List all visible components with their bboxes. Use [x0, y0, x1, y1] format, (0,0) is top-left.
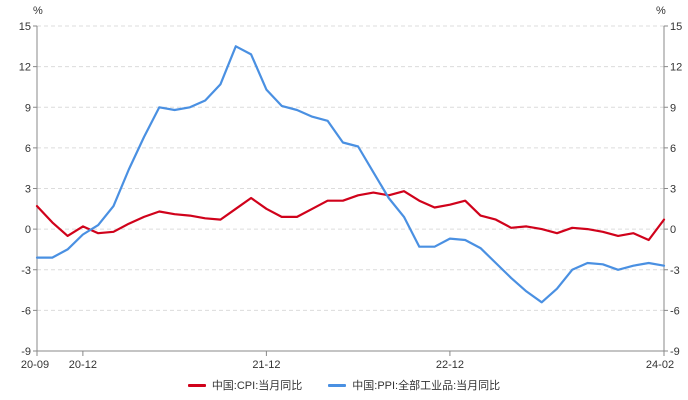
series-line-cpi	[35, 190, 666, 242]
legend-item-ppi: 中国:PPI:全部工业品:当月同比	[328, 377, 500, 393]
y-tick-label-right: 0	[670, 224, 676, 236]
legend-swatch-ppi	[328, 383, 347, 387]
y-tick-label-right: -3	[670, 265, 680, 277]
y-tick-label-left: 3	[25, 184, 31, 196]
y-tick-label-left: 6	[25, 143, 31, 155]
y-tick-label-left: 9	[25, 102, 31, 114]
x-tick-label: 22-12	[436, 359, 464, 371]
series-line-ppi	[35, 45, 666, 304]
series-lines	[35, 45, 666, 304]
x-tick-label: 20-12	[69, 359, 97, 371]
legend-label-cpi: 中国:CPI:当月同比	[211, 380, 303, 392]
y-tick-label-right: -9	[670, 346, 680, 358]
y-tick-label-right: 3	[670, 184, 676, 196]
legend: 中国:CPI:当月同比 中国:PPI:全部工业品:当月同比	[0, 377, 688, 393]
y-tick-label-left: 0	[25, 224, 31, 236]
y-tick-labels: 15 15 12 12 9 9 6 6 3 3 0 0 -3 -3 -6 -6 -9 -9	[19, 21, 683, 358]
y-tick-label-left: -9	[21, 346, 31, 358]
left-unit-label: %	[33, 5, 43, 17]
y-tick-label-right: -6	[670, 305, 680, 317]
y-tick-label-left: 15	[19, 21, 31, 33]
y-tick-label-right: 15	[670, 21, 682, 33]
y-tick-label-right: 6	[670, 143, 676, 155]
x-tick-label: 24-02	[646, 359, 674, 371]
legend-item-cpi: 中国:CPI:当月同比	[187, 377, 303, 393]
x-tick-labels: 20-09 20-12 21-12 22-12 24-02	[21, 359, 674, 371]
x-tick-label: 21-12	[252, 359, 280, 371]
right-unit-label: %	[656, 5, 666, 17]
y-tick-label-right: 12	[670, 62, 682, 74]
x-tick-label: 20-09	[21, 359, 49, 371]
gridlines	[37, 25, 664, 311]
y-tick-label-right: 9	[670, 102, 676, 114]
y-tick-label-left: -3	[21, 265, 31, 277]
axes	[33, 25, 668, 356]
y-tick-label-left: -6	[21, 305, 31, 317]
legend-label-ppi: 中国:PPI:全部工业品:当月同比	[352, 380, 501, 392]
y-tick-label-left: 12	[19, 62, 31, 74]
legend-swatch-cpi	[187, 383, 206, 387]
